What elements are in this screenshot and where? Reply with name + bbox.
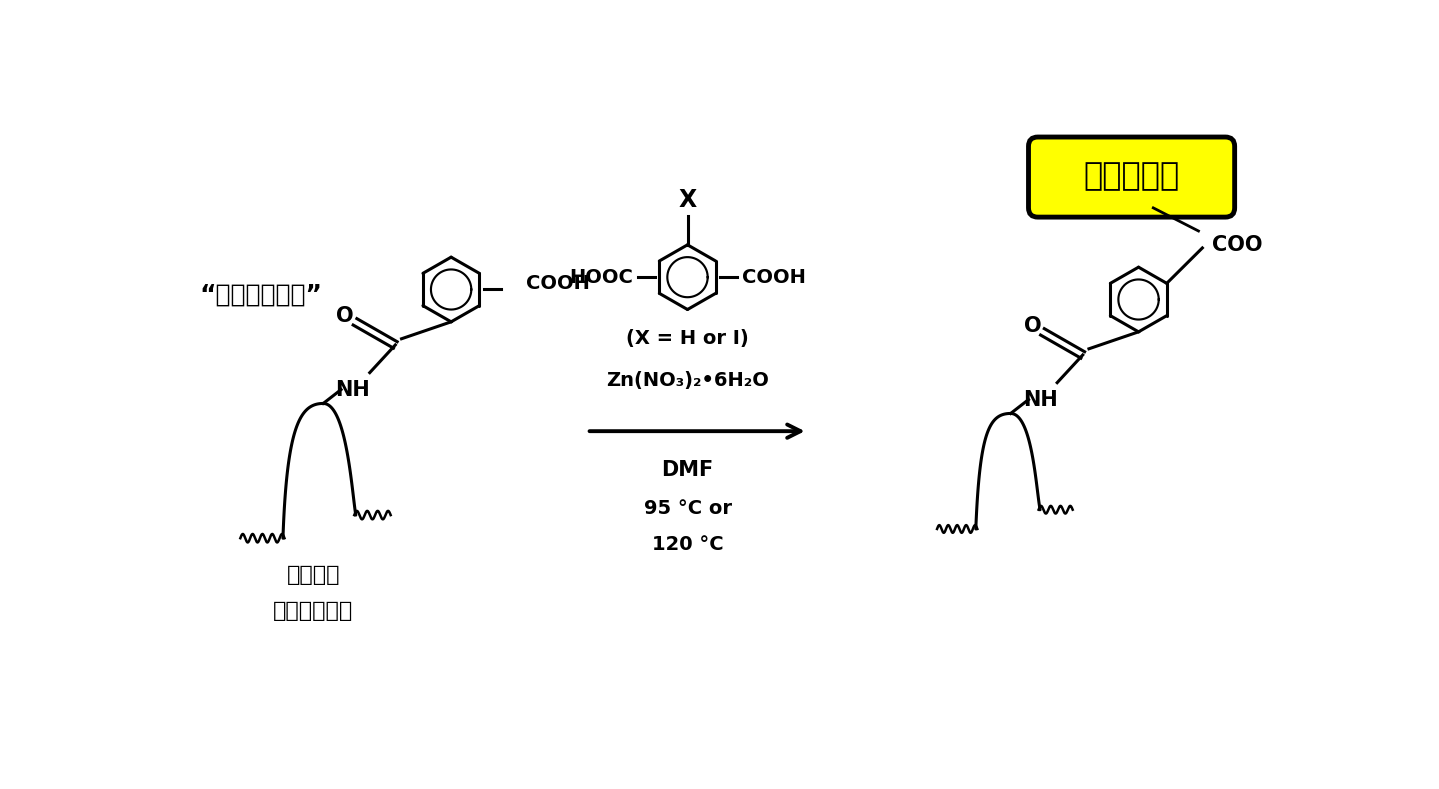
Text: DMF: DMF (662, 460, 714, 480)
Text: NH: NH (335, 380, 370, 399)
Text: “分子の釣り针”: “分子の釣り针” (199, 282, 322, 306)
Text: O: O (337, 305, 354, 326)
Text: 95 °C or: 95 °C or (643, 499, 731, 518)
Text: カーボン: カーボン (286, 565, 340, 585)
Text: HOOC: HOOC (570, 267, 633, 286)
Text: O: O (1023, 316, 1042, 335)
Text: NH: NH (1023, 390, 1058, 409)
Text: Zn(NO₃)₂•6H₂O: Zn(NO₃)₂•6H₂O (606, 371, 768, 390)
Text: (X = H or I): (X = H or I) (626, 329, 748, 348)
FancyBboxPatch shape (1029, 137, 1235, 217)
Text: COO: COO (1212, 235, 1262, 255)
Text: COOH: COOH (741, 267, 806, 286)
Text: 120 °C: 120 °C (652, 535, 724, 554)
Text: COOH: COOH (525, 274, 590, 293)
Text: X: X (678, 188, 696, 212)
Text: ナノチューブ: ナノチューブ (273, 601, 354, 622)
Text: 反応中間体: 反応中間体 (1084, 162, 1180, 193)
